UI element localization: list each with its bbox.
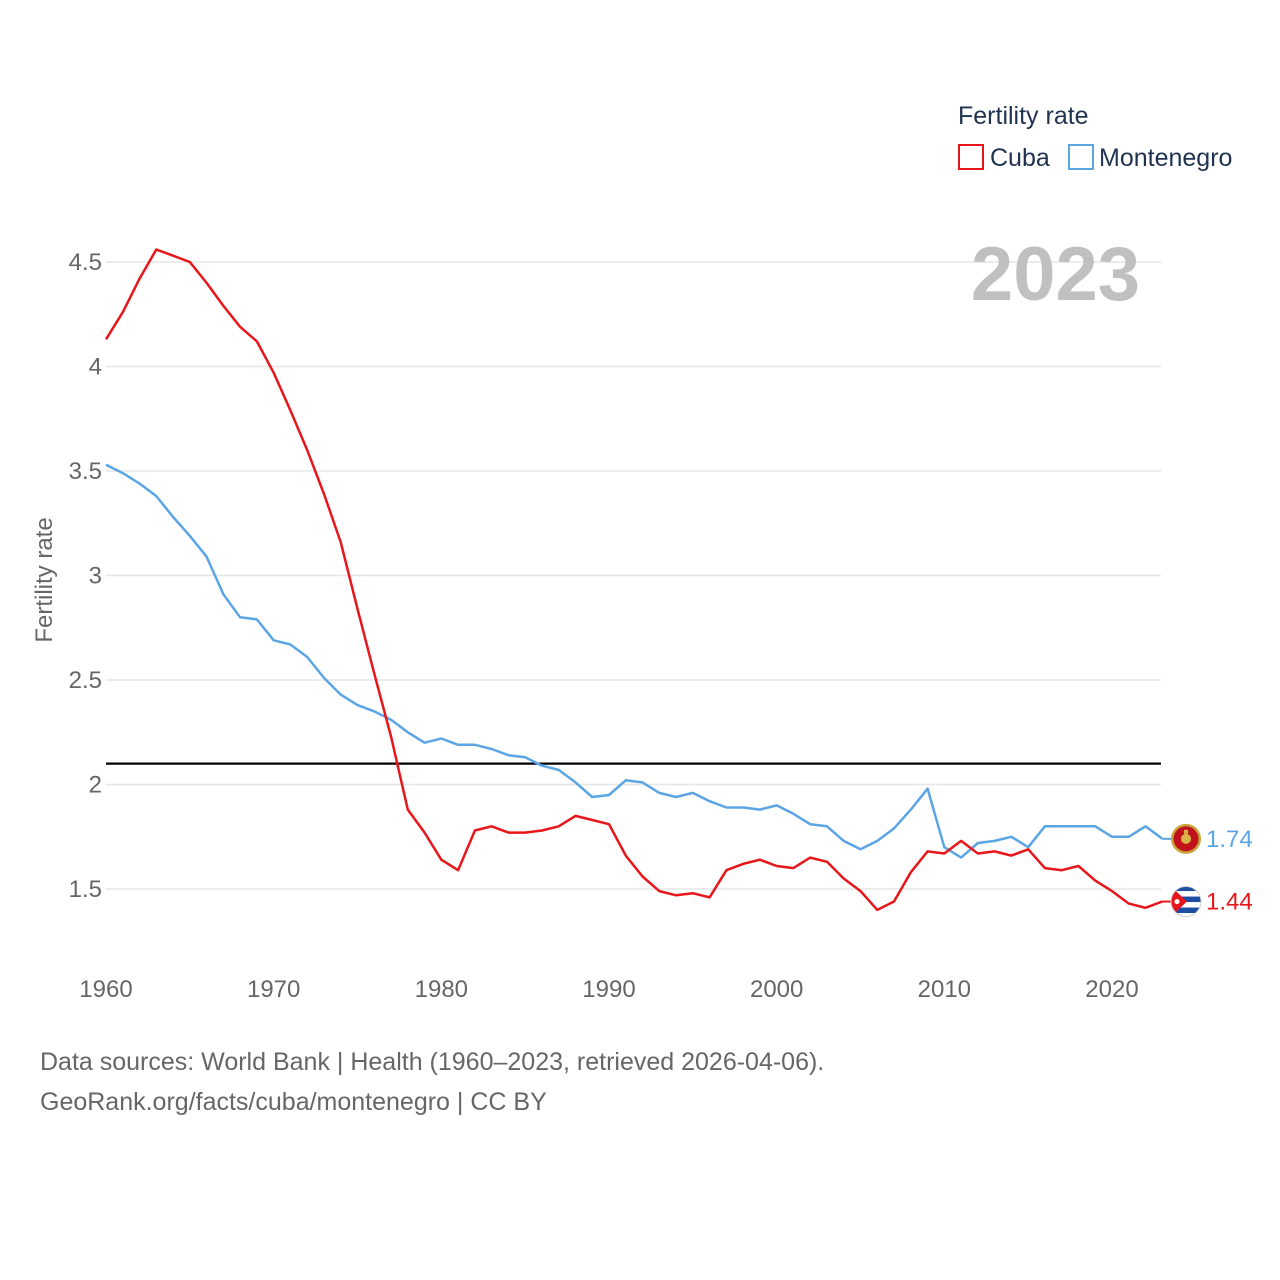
legend-item-cuba[interactable]: Cuba [958, 144, 1050, 172]
x-tick-label: 2010 [918, 976, 971, 1003]
y-tick-label: 2.5 [69, 667, 102, 694]
year-label: 2023 [971, 232, 1140, 317]
x-tick-label: 1990 [582, 976, 635, 1003]
x-tick-label: 2000 [750, 976, 803, 1003]
x-tick-label: 1970 [247, 976, 300, 1003]
legend-swatch-montenegro [1068, 144, 1094, 170]
legend-label-montenegro: Montenegro [1099, 144, 1232, 172]
legend-item-montenegro[interactable]: Montenegro [1068, 144, 1232, 172]
attribution-line[interactable]: GeoRank.org/facts/cuba/montenegro | CC B… [40, 1088, 547, 1116]
end-markers: 1.44 1.74 [1162, 823, 1253, 918]
source-line: Data sources: World Bank | Health (1960–… [40, 1048, 825, 1076]
y-tick-label: 1.5 [69, 876, 102, 903]
legend-title: Fertility rate [958, 102, 1089, 130]
x-tick-label: 1980 [415, 976, 468, 1003]
series-lines [104, 248, 1164, 912]
x-tick-label: 1960 [79, 976, 132, 1003]
y-tick-label: 3.5 [69, 458, 102, 485]
montenegro-flag-icon [1171, 823, 1201, 854]
end-value-cuba: 1.44 [1206, 889, 1253, 916]
end-value-montenegro: 1.74 [1206, 826, 1253, 853]
x-tick-label: 2020 [1085, 976, 1138, 1003]
fertility-chart: 1.5 2 2.5 3 3.5 4 4.5 1960 1970 1980 1990 2000 2010… [31, 102, 1253, 1003]
y-tick-label: 4 [89, 354, 102, 381]
gridlines [106, 261, 1161, 890]
legend-swatch-cuba [958, 144, 984, 170]
y-tick-label: 3 [89, 563, 102, 590]
series-line-cuba[interactable] [104, 248, 1163, 912]
cuba-flag-icon [1170, 886, 1202, 918]
y-tick-label: 2 [89, 772, 102, 799]
source-note: Data sources: World Bank | Health (1960–… [40, 1042, 824, 1122]
y-axis-title: Fertility rate [31, 517, 58, 642]
legend-label-cuba: Cuba [990, 144, 1050, 172]
series-line-montenegro[interactable] [105, 463, 1164, 859]
y-tick-label: 4.5 [69, 249, 102, 276]
x-axis-ticks: 1960 1970 1980 1990 2000 2010 2020 [79, 976, 1138, 1003]
y-axis-ticks: 1.5 2 2.5 3 3.5 4 4.5 [69, 249, 102, 903]
legend: Fertility rate Cuba Montenegro [958, 102, 1232, 172]
